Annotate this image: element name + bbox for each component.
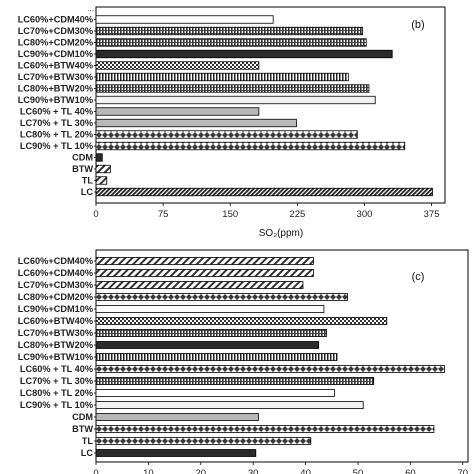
plot-frame [95, 6, 446, 204]
category-label: LC80%+CDM20% [18, 38, 93, 48]
chart-panel-1: LC60%+CDM40%LC70%+CDM30%LC80%+CDM20%LC90… [18, 4, 446, 239]
bar [95, 389, 335, 397]
clipped-category-label: ... [87, 4, 94, 13]
bar [95, 341, 320, 349]
bar-series [95, 15, 433, 197]
bar [95, 84, 370, 93]
bar [95, 353, 338, 361]
bar [95, 130, 358, 139]
category-label: LC90%+BTW10% [18, 95, 93, 105]
category-label: LC80% + TL 20% [20, 388, 93, 398]
category-label: LC70%+BTW30% [18, 72, 93, 82]
bar [95, 49, 393, 59]
x-tick-label: 75 [158, 209, 169, 220]
bar [95, 317, 388, 325]
category-label: CDM [72, 153, 93, 163]
bar [95, 118, 297, 128]
x-tick-label: 30 [248, 468, 259, 474]
bar [95, 61, 260, 70]
category-label: CDM [72, 412, 93, 422]
category-label: LC60%+CDM40% [18, 268, 93, 278]
x-tick-label: 50 [353, 468, 364, 474]
bar [95, 365, 445, 373]
bar [95, 95, 376, 105]
x-tick-label: 20 [195, 468, 206, 474]
bar [95, 437, 312, 445]
category-label: LC [81, 448, 94, 458]
bar [95, 425, 435, 433]
category-label: TL [82, 176, 94, 186]
bar [95, 38, 367, 47]
bar [95, 72, 349, 82]
bar-series [95, 257, 445, 457]
category-label: LC90%+CDM10% [18, 304, 93, 314]
category-label: LC80%+BTW20% [18, 84, 93, 94]
bar [95, 449, 257, 457]
bar [95, 153, 103, 162]
x-tick-label: 40 [300, 468, 311, 474]
x-axis-label: SO₂(ppm) [259, 228, 303, 239]
category-label: LC90%+CDM10% [18, 49, 93, 59]
bar [95, 281, 304, 289]
bar [95, 26, 364, 36]
category-label: TL [82, 436, 94, 446]
category-label: LC70%+CDM30% [18, 280, 93, 290]
category-label: BTW [72, 424, 93, 434]
bar [95, 413, 259, 421]
panel-label: (c) [412, 271, 425, 283]
category-label: LC60%+CDM40% [18, 15, 93, 25]
x-tick-label: 300 [357, 209, 373, 220]
category-label: LC80% + TL 20% [20, 130, 93, 140]
x-tick-label: 225 [289, 209, 305, 220]
bar [95, 269, 314, 277]
category-label: LC60%+BTW40% [18, 61, 93, 71]
bar [95, 305, 325, 313]
bar [95, 257, 314, 265]
bar [95, 293, 348, 301]
bar [95, 164, 111, 174]
category-label: LC60%+BTW40% [18, 316, 93, 326]
chart-panel-2: LC60%+CDM40% LC60%+CDM40% LC70%+CDM30% LC80… [18, 249, 469, 474]
category-label: LC60% + TL 40% [20, 107, 93, 117]
category-label: LC70%+CDM30% [18, 26, 93, 36]
category-label: LC90% + TL 10% [20, 141, 93, 151]
category-label: LC90% + TL 10% [20, 400, 93, 410]
category-label: LC80%+BTW20% [18, 340, 93, 350]
category-label: LC90%+BTW10% [18, 352, 93, 362]
bar [95, 401, 364, 409]
category-label: LC70%+BTW30% [18, 328, 93, 338]
category-label: LC70% + TL 30% [20, 376, 93, 386]
bar [95, 15, 274, 24]
category-label: LC60%+CDM40% [18, 256, 93, 266]
panel-label: (b) [411, 19, 424, 31]
bar [95, 329, 327, 337]
category-label: BTW [72, 164, 93, 174]
x-tick-label: 70 [457, 468, 468, 474]
x-tick-label: 0 [93, 209, 98, 220]
x-tick-label: 150 [222, 209, 238, 220]
bar [95, 187, 433, 197]
bar [95, 377, 375, 385]
category-label: LC [81, 187, 94, 197]
x-tick-label: 60 [405, 468, 416, 474]
category-label: LC80%+CDM20% [18, 292, 93, 302]
x-tick-label: 0 [93, 468, 98, 474]
x-tick-label: 10 [143, 468, 154, 474]
x-tick-label: 375 [424, 209, 440, 220]
bar [95, 107, 260, 116]
bar [95, 141, 406, 151]
bar [95, 176, 108, 185]
category-label: LC60% + TL 40% [20, 364, 93, 374]
category-label: LC70% + TL 30% [20, 118, 93, 128]
